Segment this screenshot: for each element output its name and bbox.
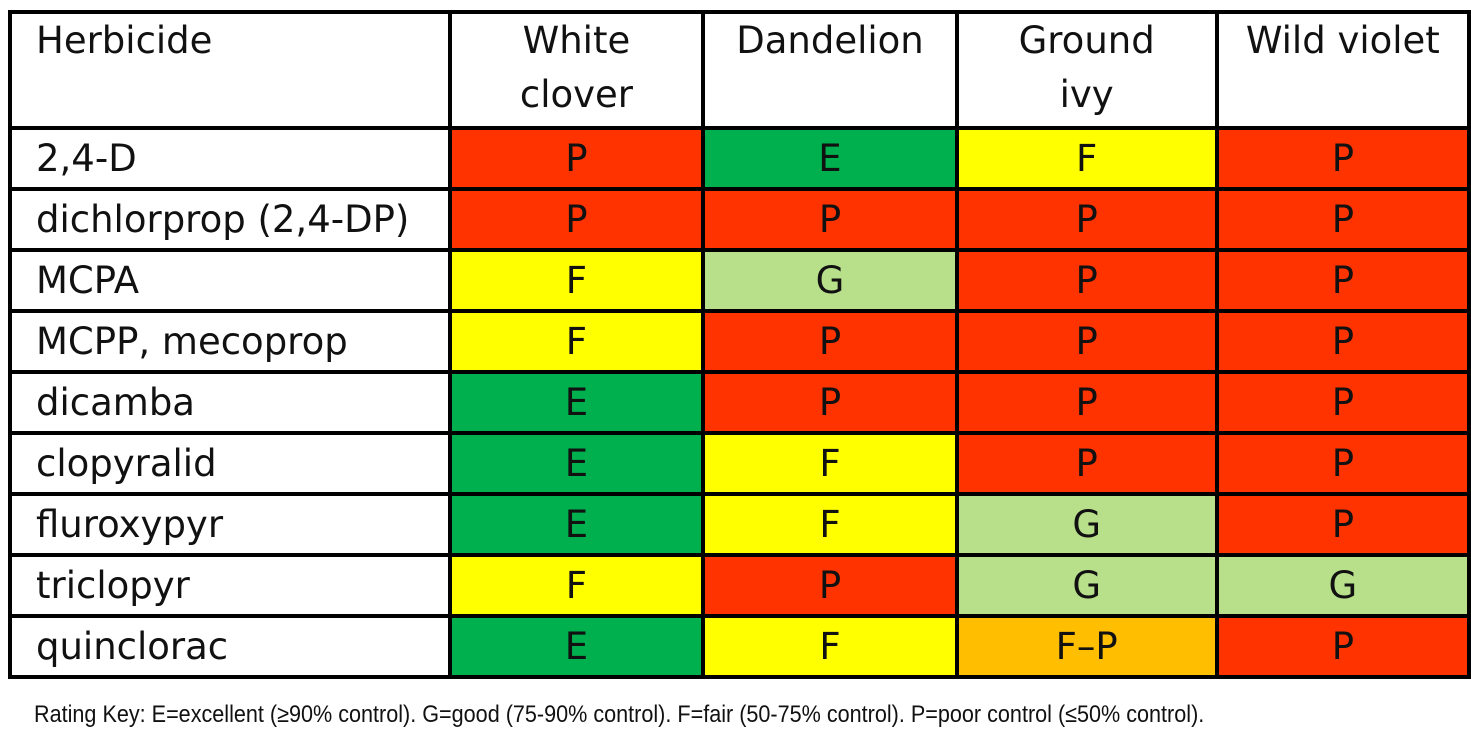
table-row: clopyralid E F P P — [8, 431, 1471, 496]
rating-cell: F — [447, 309, 706, 374]
rating-cell: P — [701, 309, 959, 374]
rating-cell: F — [701, 431, 959, 496]
rating-cell: P — [447, 126, 706, 191]
rating-cell: P — [1214, 614, 1471, 679]
rating-cell: G — [1214, 553, 1471, 618]
table-row: dicamba E P P P — [8, 370, 1471, 435]
rating-cell: E — [701, 126, 959, 191]
rating-cell: P — [954, 187, 1219, 252]
herbicide-name-cell: fluroxypyr — [8, 492, 452, 557]
rating-cell: P — [1214, 126, 1471, 191]
herbicide-name-cell: dichlorprop (2,4-DP) — [8, 187, 452, 252]
rating-cell: E — [447, 370, 706, 435]
rating-cell: F — [954, 126, 1219, 191]
rating-cell: P — [1214, 370, 1471, 435]
rating-cell: F — [701, 614, 959, 679]
herbicide-name-cell: 2,4-D — [8, 126, 452, 191]
header-row: Herbicide White clover Dandelion Ground … — [8, 10, 1471, 130]
rating-cell: P — [954, 248, 1219, 313]
rating-cell: P — [1214, 248, 1471, 313]
rating-cell: E — [447, 431, 706, 496]
column-header-white-clover: White clover — [447, 10, 706, 130]
table-row: quinclorac E F F–P P — [8, 614, 1471, 679]
herbicide-name-cell: triclopyr — [8, 553, 452, 618]
rating-cell: P — [701, 370, 959, 435]
column-header-dandelion: Dandelion — [701, 10, 959, 130]
table-row: 2,4-D P E F P — [8, 126, 1471, 191]
herbicide-rating-table: Herbicide White clover Dandelion Ground … — [8, 10, 1471, 679]
column-header-wild-violet: Wild violet — [1214, 10, 1471, 130]
rating-cell: P — [1214, 431, 1471, 496]
column-header-herbicide: Herbicide — [8, 10, 452, 130]
column-header-ground-ivy: Ground ivy — [954, 10, 1219, 130]
rating-cell: P — [1214, 309, 1471, 374]
herbicide-name-cell: clopyralid — [8, 431, 452, 496]
table-row: dichlorprop (2,4-DP) P P P P — [8, 187, 1471, 252]
rating-cell: G — [954, 492, 1219, 557]
rating-cell: P — [954, 431, 1219, 496]
rating-cell: P — [1214, 492, 1471, 557]
table-row: MCPA F G P P — [8, 248, 1471, 313]
table-row: fluroxypyr E F G P — [8, 492, 1471, 557]
rating-key-footnote: Rating Key: E=excellent (≥90% control). … — [34, 701, 1205, 728]
herbicide-name-cell: MCPA — [8, 248, 452, 313]
rating-cell: P — [954, 309, 1219, 374]
rating-cell: P — [447, 187, 706, 252]
table-row: MCPP, mecoprop F P P P — [8, 309, 1471, 374]
table-row: triclopyr F P G G — [8, 553, 1471, 618]
herbicide-name-cell: dicamba — [8, 370, 452, 435]
herbicide-name-cell: quinclorac — [8, 614, 452, 679]
herbicide-name-cell: MCPP, mecoprop — [8, 309, 452, 374]
rating-cell: G — [954, 553, 1219, 618]
rating-cell: E — [447, 614, 706, 679]
rating-cell: F–P — [954, 614, 1219, 679]
rating-cell: F — [701, 492, 959, 557]
rating-cell: P — [701, 187, 959, 252]
rating-cell: P — [1214, 187, 1471, 252]
rating-cell: P — [954, 370, 1219, 435]
rating-cell: P — [701, 553, 959, 618]
rating-cell: F — [447, 248, 706, 313]
rating-cell: G — [701, 248, 959, 313]
rating-cell: F — [447, 553, 706, 618]
rating-cell: E — [447, 492, 706, 557]
